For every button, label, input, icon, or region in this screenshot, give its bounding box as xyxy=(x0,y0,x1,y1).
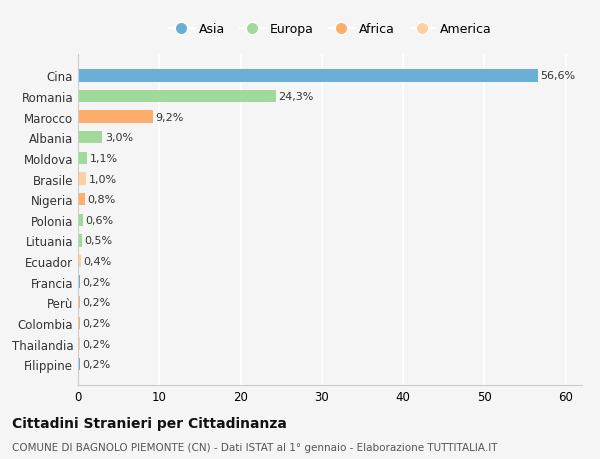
Legend: Asia, Europa, Africa, America: Asia, Europa, Africa, America xyxy=(164,18,496,41)
Bar xyxy=(78,358,80,370)
Text: 0,2%: 0,2% xyxy=(82,339,110,349)
Bar xyxy=(78,276,80,288)
Bar xyxy=(78,214,83,226)
Bar xyxy=(78,70,538,83)
Bar xyxy=(78,255,81,268)
Bar xyxy=(78,152,87,165)
Text: 0,2%: 0,2% xyxy=(82,297,110,308)
Text: 3,0%: 3,0% xyxy=(105,133,133,143)
Bar xyxy=(78,297,80,309)
Text: Cittadini Stranieri per Cittadinanza: Cittadini Stranieri per Cittadinanza xyxy=(12,416,287,430)
Text: 9,2%: 9,2% xyxy=(155,112,184,123)
Bar xyxy=(78,317,80,330)
Text: 0,2%: 0,2% xyxy=(82,359,110,369)
Text: COMUNE DI BAGNOLO PIEMONTE (CN) - Dati ISTAT al 1° gennaio - Elaborazione TUTTIT: COMUNE DI BAGNOLO PIEMONTE (CN) - Dati I… xyxy=(12,442,497,452)
Bar xyxy=(78,194,85,206)
Text: 0,8%: 0,8% xyxy=(87,195,115,205)
Bar xyxy=(78,91,275,103)
Bar xyxy=(78,132,103,144)
Text: 1,0%: 1,0% xyxy=(89,174,116,184)
Bar xyxy=(78,111,153,123)
Text: 1,1%: 1,1% xyxy=(89,154,118,163)
Bar xyxy=(78,173,86,185)
Bar xyxy=(78,235,82,247)
Bar xyxy=(78,338,80,350)
Text: 24,3%: 24,3% xyxy=(278,92,313,102)
Text: 56,6%: 56,6% xyxy=(541,71,575,81)
Text: 0,2%: 0,2% xyxy=(82,277,110,287)
Text: 0,6%: 0,6% xyxy=(85,215,113,225)
Text: 0,5%: 0,5% xyxy=(85,236,113,246)
Text: 0,4%: 0,4% xyxy=(83,257,112,267)
Text: 0,2%: 0,2% xyxy=(82,318,110,328)
